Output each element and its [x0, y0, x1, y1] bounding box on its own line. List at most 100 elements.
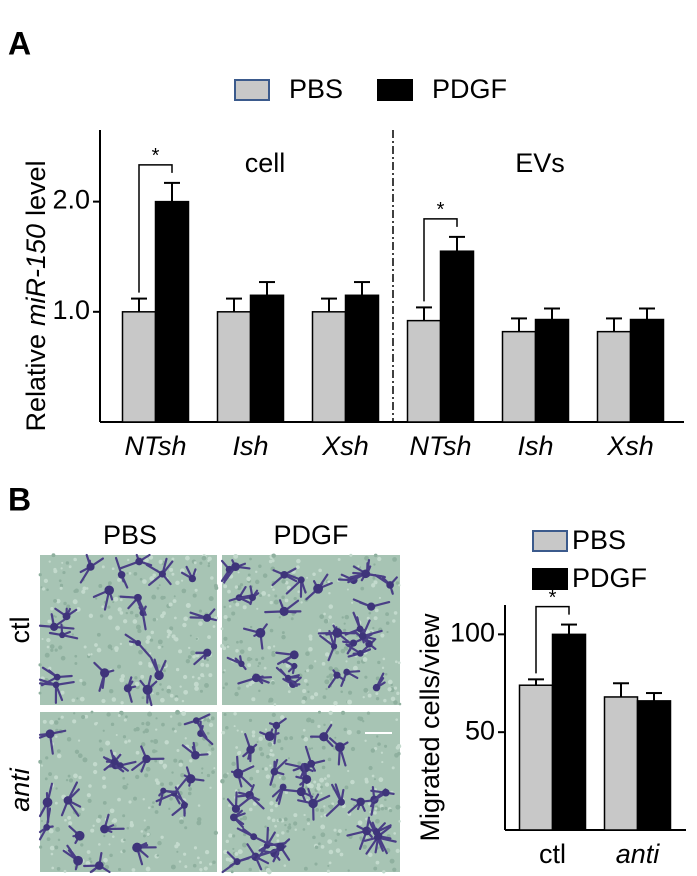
- texture: [375, 818, 380, 824]
- texture: [230, 870, 234, 874]
- texture: [268, 700, 271, 703]
- texture: [160, 782, 164, 787]
- cell-body: [94, 861, 104, 870]
- texture: [271, 681, 275, 685]
- texture: [386, 630, 389, 634]
- texture: [368, 802, 371, 806]
- cell: [189, 608, 218, 622]
- texture: [208, 596, 214, 602]
- texture: [146, 825, 151, 830]
- texture: [349, 553, 353, 557]
- cell: [79, 553, 105, 584]
- texture: [240, 730, 244, 733]
- texture: [208, 722, 214, 728]
- texture: [379, 804, 384, 808]
- cell: [374, 574, 398, 595]
- texture: [162, 611, 166, 616]
- texture: [385, 621, 390, 625]
- texture: [117, 714, 121, 717]
- texture: [271, 712, 276, 717]
- texture: [344, 614, 350, 620]
- texture: [201, 555, 207, 561]
- texture: [312, 835, 316, 840]
- cell-body: [63, 796, 73, 805]
- texture: [40, 586, 43, 589]
- texture: [373, 778, 376, 781]
- texture: [140, 830, 144, 833]
- texture: [271, 559, 275, 563]
- texture: [373, 616, 378, 621]
- texture: [293, 596, 297, 601]
- texture: [190, 650, 196, 656]
- texture: [149, 638, 154, 642]
- texture: [43, 578, 49, 584]
- texture: [193, 561, 197, 565]
- texture: [161, 688, 164, 691]
- cell-body: [185, 774, 196, 784]
- texture: [261, 656, 265, 660]
- texture: [295, 565, 300, 570]
- texture: [150, 630, 155, 635]
- texture: [111, 835, 115, 838]
- texture: [122, 776, 126, 780]
- texture: [242, 815, 248, 821]
- texture: [247, 646, 252, 652]
- cell: [158, 789, 177, 806]
- texture: [38, 691, 42, 695]
- cell: [60, 781, 82, 817]
- texture: [59, 586, 63, 590]
- cell-body: [246, 745, 255, 754]
- texture: [317, 724, 321, 729]
- texture: [264, 767, 268, 771]
- texture: [308, 747, 311, 751]
- texture: [64, 818, 67, 822]
- texture: [169, 567, 174, 572]
- texture: [211, 770, 215, 774]
- texture: [179, 685, 182, 688]
- texture: [183, 616, 188, 622]
- texture: [395, 848, 400, 854]
- cell: [228, 586, 252, 604]
- texture: [319, 777, 325, 783]
- cell-body: [332, 627, 343, 638]
- texture: [376, 807, 381, 812]
- texture: [173, 758, 178, 763]
- texture: [264, 728, 268, 731]
- cell-body: [357, 650, 364, 657]
- texture: [85, 587, 89, 590]
- texture: [269, 808, 274, 813]
- texture: [115, 625, 120, 631]
- texture: [263, 666, 267, 670]
- texture: [175, 841, 179, 845]
- texture: [195, 653, 200, 658]
- texture: [133, 572, 138, 576]
- texture: [272, 588, 275, 591]
- texture: [181, 588, 187, 594]
- texture: [135, 774, 140, 780]
- cell-body: [230, 813, 238, 822]
- texture: [303, 736, 309, 742]
- texture: [102, 776, 106, 780]
- texture: [364, 675, 368, 679]
- texture: [180, 568, 185, 574]
- texture: [323, 723, 326, 727]
- annotation: *: [549, 587, 557, 609]
- texture: [287, 757, 290, 760]
- cell: [155, 777, 189, 806]
- texture: [117, 577, 122, 582]
- texture: [102, 800, 107, 805]
- texture: [265, 867, 271, 873]
- cell-body: [372, 683, 381, 692]
- texture: [314, 660, 317, 663]
- texture: [101, 605, 104, 608]
- texture: [237, 686, 241, 690]
- texture: [178, 649, 183, 654]
- texture: [101, 698, 106, 704]
- texture: [322, 695, 327, 700]
- texture: [164, 740, 169, 745]
- texture: [213, 767, 216, 770]
- texture: [372, 576, 376, 580]
- texture: [145, 766, 151, 772]
- cell-body: [99, 668, 110, 678]
